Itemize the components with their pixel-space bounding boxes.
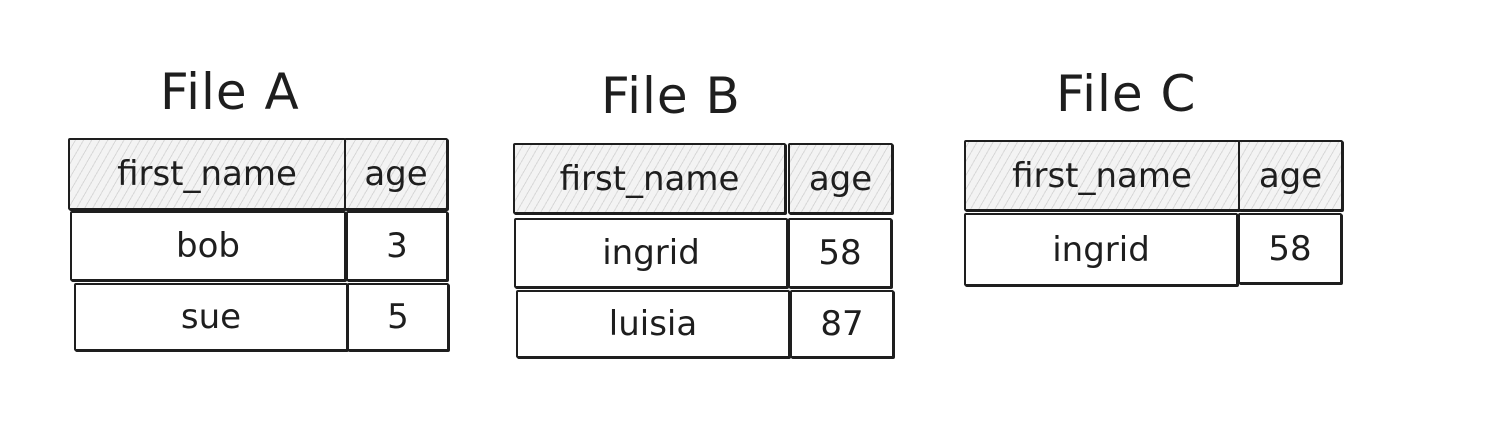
file-a-title: File A (160, 63, 300, 121)
file-b-header-age: age (788, 143, 893, 214)
file-b-title: File B (601, 67, 741, 125)
file-a-header-first-name: first_name (68, 138, 346, 210)
file-c-row-1-first-name: ingrid (964, 213, 1238, 286)
file-a-row-2-age: 5 (347, 283, 449, 351)
file-a-row-1-first-name: bob (70, 211, 346, 281)
file-a-header-age: age (344, 138, 448, 210)
file-c-header-age: age (1238, 140, 1343, 211)
file-b-row-1-age: 58 (788, 218, 892, 288)
file-c-row-1-age: 58 (1238, 213, 1342, 284)
file-c-title: File C (1056, 65, 1197, 123)
file-b-header-first-name: first_name (513, 143, 786, 214)
file-b-row-1-first-name: ingrid (514, 218, 788, 288)
file-c-header-first-name: first_name (964, 140, 1240, 211)
file-a-row-1-age: 3 (346, 211, 448, 281)
file-b-row-2-first-name: luisia (516, 290, 790, 358)
file-a-row-2-first-name: sue (74, 283, 348, 351)
file-b-row-2-age: 87 (790, 290, 894, 358)
